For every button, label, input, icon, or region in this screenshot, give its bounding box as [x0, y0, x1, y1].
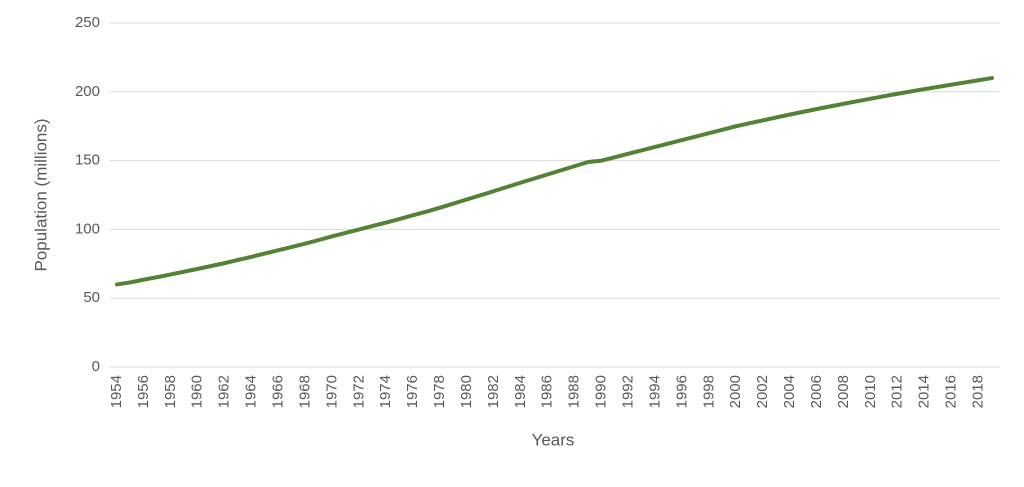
y-tick-label: 250	[75, 14, 100, 31]
x-tick-label: 1960	[189, 375, 206, 408]
x-tick-label: 2006	[808, 375, 825, 408]
x-tick-label: 2018	[970, 375, 987, 408]
data-line	[115, 76, 994, 287]
x-tick-label: 1958	[162, 375, 179, 408]
x-tick-label: 1972	[350, 375, 367, 408]
x-tick-label: 1978	[431, 375, 448, 408]
x-tick-label: 1956	[135, 375, 152, 408]
x-tick-label: 1964	[243, 375, 260, 408]
x-tick-label: 1998	[700, 375, 717, 408]
y-tick-label: 100	[75, 220, 100, 237]
x-tick-label: 1966	[270, 375, 287, 408]
x-tick-label: 2000	[727, 375, 744, 408]
x-axis-label: Years	[532, 430, 575, 449]
x-tick-label: 1984	[512, 375, 529, 408]
x-tick-label: 1962	[216, 375, 233, 408]
y-tick-label: 50	[83, 289, 100, 306]
y-tick-label: 200	[75, 83, 100, 100]
x-tick-label: 1988	[566, 375, 583, 408]
x-tick-label: 1980	[458, 375, 475, 408]
x-tick-label: 1996	[673, 375, 690, 408]
x-tick-label: 2002	[754, 375, 771, 408]
y-axis-label: Population (millions)	[31, 118, 50, 271]
x-tick-label: 2012	[889, 375, 906, 408]
x-tick-label: 1954	[108, 375, 125, 408]
x-tick-label: 2016	[943, 375, 960, 408]
y-tick-label: 150	[75, 152, 100, 169]
x-tick-label: 1974	[377, 375, 394, 408]
x-tick-label: 2014	[916, 375, 933, 408]
x-tick-label: 1990	[593, 375, 610, 408]
x-tick-label: 1968	[296, 375, 313, 408]
x-tick-label: 1982	[485, 375, 502, 408]
x-tick-label: 1986	[539, 375, 556, 408]
x-tick-label: 1992	[620, 375, 637, 408]
x-tick-label: 1970	[323, 375, 340, 408]
x-tick-label: 2004	[781, 375, 798, 408]
y-tick-label: 0	[92, 358, 100, 375]
x-tick-label: 1994	[646, 375, 663, 408]
x-tick-label: 2008	[835, 375, 852, 408]
x-tick-label: 2010	[862, 375, 879, 408]
x-tick-label: 1976	[404, 375, 421, 408]
